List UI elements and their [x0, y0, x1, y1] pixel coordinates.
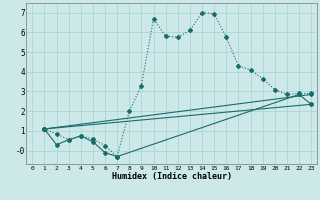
X-axis label: Humidex (Indice chaleur): Humidex (Indice chaleur) [112, 172, 232, 181]
